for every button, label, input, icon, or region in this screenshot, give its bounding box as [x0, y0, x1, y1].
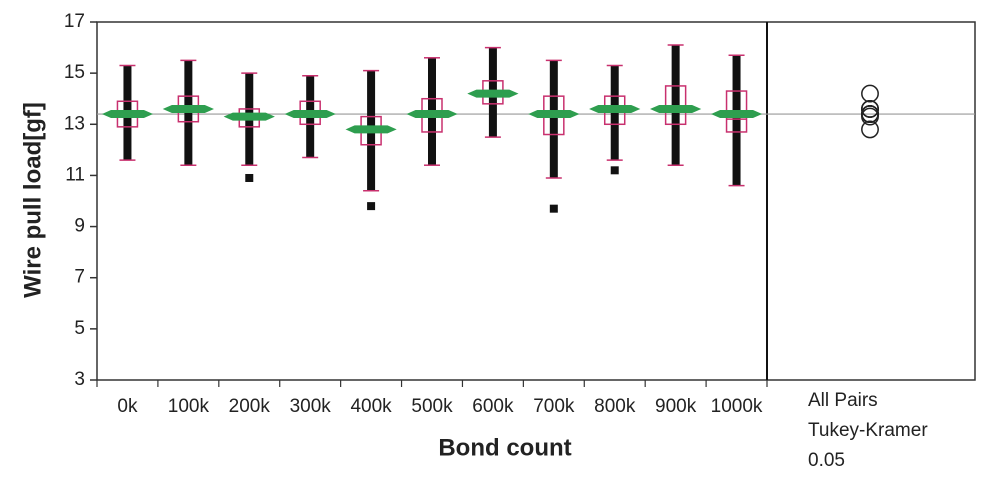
- outlier: [549, 204, 558, 213]
- comparison-circle: [861, 100, 879, 118]
- mean-diamond: [284, 110, 336, 119]
- panel-label: Tukey-Kramer: [808, 420, 928, 441]
- comparison-circle: [861, 120, 879, 139]
- x-axis-title: Bond count: [438, 434, 571, 461]
- plot-frame: [96, 21, 976, 381]
- mean-diamond: [223, 112, 275, 121]
- points-column: [732, 55, 741, 186]
- y-tick-label: 11: [65, 164, 85, 185]
- x-tick-label: 200k: [229, 396, 271, 417]
- mean-diamond: [406, 110, 458, 119]
- y-tick-label: 13: [64, 113, 85, 134]
- y-tick-label: 9: [74, 216, 85, 237]
- y-axis-title: Wire pull load[gf]: [19, 102, 46, 298]
- x-tick-label: 400k: [350, 396, 392, 417]
- x-tick-label: 100k: [168, 396, 210, 417]
- comparison-circle: [861, 105, 879, 123]
- panel-label: 0.05: [808, 450, 845, 471]
- x-tick-label: 500k: [411, 396, 453, 417]
- x-tick-label: 0k: [117, 396, 138, 417]
- mean-diamond: [467, 89, 519, 98]
- mean-diamond: [345, 125, 397, 134]
- x-tick-label: 700k: [533, 396, 575, 417]
- outlier: [610, 166, 619, 175]
- mean-diamond: [162, 104, 214, 113]
- x-tick-label: 800k: [594, 396, 636, 417]
- mean-diamond: [710, 110, 763, 119]
- comparison-circle: [861, 84, 879, 103]
- y-tick-label: 15: [64, 62, 85, 83]
- y-tick-label: 17: [64, 11, 85, 32]
- mean-diamond: [650, 104, 702, 113]
- x-tick-label: 600k: [472, 396, 514, 417]
- outlier: [245, 173, 254, 182]
- panel-label: All Pairs: [808, 390, 878, 411]
- y-tick-label: 3: [74, 369, 85, 390]
- x-tick-label: 300k: [290, 396, 332, 417]
- mean-diamond: [589, 104, 641, 113]
- mean-diamond: [101, 110, 154, 119]
- x-tick-label: 1000k: [711, 396, 763, 417]
- mean-diamond: [528, 110, 580, 119]
- points-column: [549, 60, 558, 178]
- y-tick-label: 7: [74, 267, 85, 288]
- outlier: [367, 202, 376, 211]
- y-tick-label: 5: [74, 318, 85, 339]
- x-tick-label: 900k: [655, 396, 697, 417]
